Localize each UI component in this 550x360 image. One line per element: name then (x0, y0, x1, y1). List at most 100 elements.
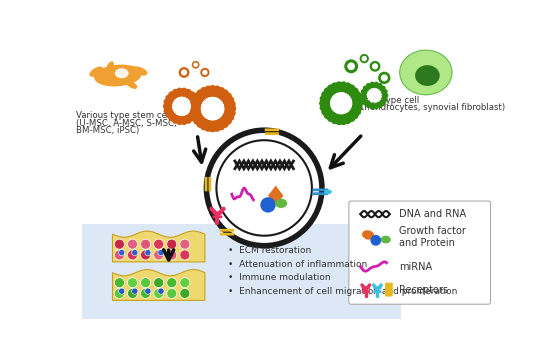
Circle shape (114, 288, 124, 298)
Circle shape (153, 288, 164, 298)
Ellipse shape (319, 99, 330, 108)
Ellipse shape (189, 104, 201, 113)
Ellipse shape (320, 103, 331, 112)
Circle shape (114, 239, 124, 249)
Circle shape (348, 62, 355, 70)
Ellipse shape (349, 87, 359, 97)
Circle shape (141, 250, 151, 260)
Ellipse shape (379, 99, 386, 105)
Circle shape (167, 250, 177, 260)
Ellipse shape (189, 108, 201, 117)
Ellipse shape (223, 111, 234, 121)
Circle shape (128, 288, 138, 298)
Ellipse shape (415, 65, 440, 86)
Ellipse shape (204, 120, 213, 132)
Polygon shape (112, 270, 205, 300)
Ellipse shape (218, 117, 229, 128)
Ellipse shape (363, 99, 369, 105)
Ellipse shape (221, 114, 232, 125)
Ellipse shape (381, 89, 388, 95)
Circle shape (114, 250, 124, 260)
Text: Other type cell: Other type cell (355, 95, 419, 104)
Circle shape (370, 61, 381, 72)
Circle shape (132, 249, 138, 256)
Ellipse shape (193, 92, 204, 103)
Circle shape (145, 249, 151, 256)
Circle shape (344, 59, 358, 73)
Ellipse shape (361, 89, 367, 95)
Ellipse shape (94, 64, 142, 86)
Circle shape (167, 239, 177, 249)
FancyBboxPatch shape (312, 192, 328, 195)
FancyBboxPatch shape (265, 129, 279, 131)
Ellipse shape (339, 81, 348, 92)
Circle shape (145, 288, 151, 294)
Circle shape (361, 56, 367, 61)
Circle shape (128, 278, 138, 288)
FancyBboxPatch shape (362, 286, 370, 289)
Circle shape (180, 250, 190, 260)
Ellipse shape (196, 89, 207, 100)
Ellipse shape (327, 85, 337, 95)
Ellipse shape (321, 91, 332, 100)
Ellipse shape (193, 114, 204, 125)
Ellipse shape (115, 68, 129, 78)
Circle shape (153, 250, 164, 260)
Text: Receptors: Receptors (399, 285, 448, 294)
Ellipse shape (204, 86, 213, 97)
Ellipse shape (350, 91, 361, 100)
Circle shape (192, 61, 200, 69)
Circle shape (153, 278, 164, 288)
Circle shape (200, 68, 210, 77)
FancyBboxPatch shape (373, 286, 382, 289)
Ellipse shape (361, 96, 367, 102)
Ellipse shape (89, 67, 103, 77)
Circle shape (114, 278, 124, 288)
FancyBboxPatch shape (265, 132, 279, 135)
Ellipse shape (377, 83, 383, 90)
Ellipse shape (373, 82, 379, 88)
Text: •  Enhancement of cell migration and proliferation: • Enhancement of cell migration and prol… (228, 287, 458, 296)
Ellipse shape (184, 115, 191, 124)
Ellipse shape (321, 106, 332, 116)
Ellipse shape (377, 102, 383, 108)
Ellipse shape (196, 117, 207, 128)
Ellipse shape (400, 50, 452, 95)
Text: miRNA: miRNA (399, 261, 432, 271)
Text: (Chondrocytes, synovial fibroblast): (Chondrocytes, synovial fibroblast) (355, 103, 505, 112)
Ellipse shape (370, 82, 375, 88)
Circle shape (141, 278, 151, 288)
FancyBboxPatch shape (213, 212, 222, 214)
Ellipse shape (176, 116, 184, 125)
Circle shape (181, 69, 187, 76)
Ellipse shape (320, 95, 331, 104)
Ellipse shape (187, 113, 195, 121)
Text: BM-MSC, iPSC): BM-MSC, iPSC) (76, 126, 140, 135)
Text: •  Attenuation of inflammation: • Attenuation of inflammation (228, 260, 367, 269)
FancyBboxPatch shape (205, 177, 207, 191)
FancyBboxPatch shape (220, 229, 234, 232)
Circle shape (381, 75, 388, 81)
Ellipse shape (373, 103, 379, 109)
Ellipse shape (324, 109, 334, 119)
Ellipse shape (168, 113, 177, 121)
Ellipse shape (172, 115, 180, 124)
Ellipse shape (363, 86, 369, 92)
Ellipse shape (163, 107, 173, 114)
Text: •  Immune modulation: • Immune modulation (228, 274, 331, 283)
Ellipse shape (131, 66, 147, 76)
Ellipse shape (346, 112, 355, 122)
Ellipse shape (370, 103, 375, 109)
Circle shape (206, 130, 322, 246)
Circle shape (158, 288, 164, 294)
Ellipse shape (208, 85, 217, 97)
Ellipse shape (350, 106, 361, 116)
Ellipse shape (200, 119, 210, 130)
Ellipse shape (334, 81, 344, 92)
Circle shape (180, 278, 190, 288)
Ellipse shape (324, 189, 332, 194)
Circle shape (119, 288, 125, 294)
Ellipse shape (362, 230, 374, 240)
FancyBboxPatch shape (220, 233, 234, 235)
Ellipse shape (324, 87, 334, 97)
